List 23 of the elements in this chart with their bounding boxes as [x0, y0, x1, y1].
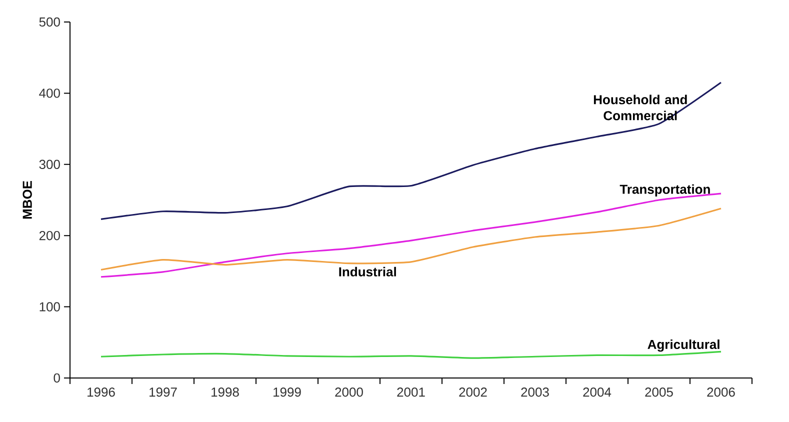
y-tick-label: 100	[40, 302, 60, 312]
x-tick-label: 2004	[583, 388, 612, 397]
x-tick-label: 2001	[397, 388, 425, 397]
x-tick-label: 2006	[707, 388, 735, 397]
y-tick-label: 400	[39, 88, 60, 98]
y-tick-label: 200	[39, 230, 60, 240]
series-label: Industrial	[339, 266, 396, 276]
y-tick-label: 500	[39, 17, 60, 27]
x-tick-label: 1997	[150, 388, 177, 397]
y-axis-title: MBOE	[22, 180, 32, 219]
series-label: Agricultural	[648, 339, 720, 352]
x-tick-label: 2005	[645, 388, 673, 397]
x-tick-label: 2003	[521, 388, 549, 397]
x-tick-label: 1999	[274, 388, 301, 397]
y-tick-label: 0	[54, 373, 60, 383]
line-series	[100, 82, 722, 220]
x-tick-label: 2002	[459, 388, 487, 397]
x-tick-label: 1996	[88, 388, 115, 397]
x-tick-label: 2000	[335, 388, 363, 397]
line-series	[100, 350, 722, 359]
y-tick-label: 300	[39, 160, 60, 169]
x-tick-label: 1998	[212, 388, 239, 397]
series-label: Transportation	[620, 184, 710, 196]
